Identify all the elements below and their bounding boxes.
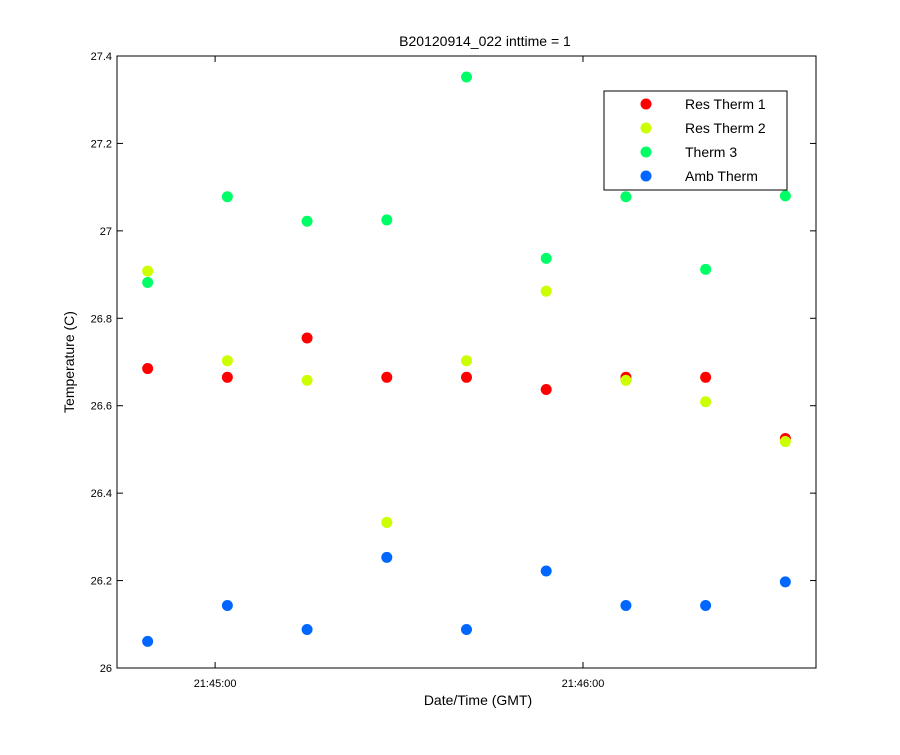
x-axis-label: Date/Time (GMT) — [424, 692, 532, 708]
data-point — [381, 516, 393, 528]
y-tick-label: 26 — [100, 663, 112, 675]
series-therm-3 — [142, 71, 791, 288]
y-tick-label: 26.6 — [91, 401, 112, 413]
data-point — [700, 371, 712, 383]
data-point — [461, 371, 472, 383]
data-point — [381, 214, 393, 226]
x-tick-label: 21:45:00 — [194, 678, 237, 690]
data-point — [700, 263, 712, 275]
data-point — [142, 265, 154, 277]
legend-marker — [640, 170, 652, 182]
data-point — [540, 565, 552, 577]
data-point — [700, 396, 712, 408]
legend-label: Amb Therm — [685, 168, 758, 184]
data-point — [301, 332, 313, 344]
legend-marker — [640, 122, 652, 134]
y-tick-label: 26.8 — [91, 313, 112, 325]
legend-label: Therm 3 — [685, 144, 737, 160]
y-tick-label: 26.4 — [91, 488, 112, 500]
data-point — [142, 635, 154, 647]
legend-label: Res Therm 1 — [685, 96, 766, 112]
legend-label: Res Therm 2 — [685, 120, 766, 136]
x-axis: 21:45:00 21:46:00 — [194, 56, 605, 690]
data-point — [540, 384, 552, 396]
y-tick-label: 27.4 — [91, 51, 112, 63]
data-point — [620, 374, 632, 386]
data-point — [461, 355, 472, 367]
series-amb-therm — [142, 551, 791, 647]
data-point — [142, 276, 154, 288]
y-axis-label: Temperature (C) — [61, 311, 77, 413]
data-point — [221, 599, 233, 611]
data-point — [221, 191, 233, 203]
data-point — [779, 190, 791, 202]
data-point — [381, 371, 393, 383]
data-point — [221, 371, 233, 383]
data-point — [301, 215, 313, 227]
chart-title: B20120914_022 inttime = 1 — [399, 33, 571, 49]
data-points — [142, 71, 791, 647]
data-point — [620, 599, 632, 611]
data-point — [779, 576, 791, 588]
legend-items: Res Therm 1 Res Therm 2 Therm 3 Amb Therm — [640, 96, 766, 184]
data-point — [540, 252, 552, 264]
data-point — [461, 71, 472, 83]
data-point — [142, 363, 154, 375]
data-point — [301, 374, 313, 386]
data-point — [779, 436, 791, 448]
y-tick-label: 27.2 — [91, 138, 112, 150]
data-point — [221, 355, 233, 367]
legend-marker — [640, 98, 652, 110]
y-axis: 26 26.2 26.4 26.6 26.8 27 27.2 27.4 — [91, 51, 816, 675]
y-tick-label: 26.2 — [91, 576, 112, 588]
legend-box — [603, 90, 788, 191]
legend: Res Therm 1 Res Therm 2 Therm 3 Amb Therm — [603, 90, 788, 191]
data-point — [540, 285, 552, 297]
data-point — [461, 624, 472, 636]
data-point — [301, 624, 313, 636]
series-res-therm-2 — [142, 265, 791, 528]
data-point — [620, 191, 632, 203]
data-point — [700, 599, 712, 611]
data-point — [381, 551, 393, 563]
legend-marker — [640, 146, 652, 158]
x-tick-label: 21:46:00 — [562, 678, 605, 690]
y-tick-label: 27 — [100, 226, 112, 238]
